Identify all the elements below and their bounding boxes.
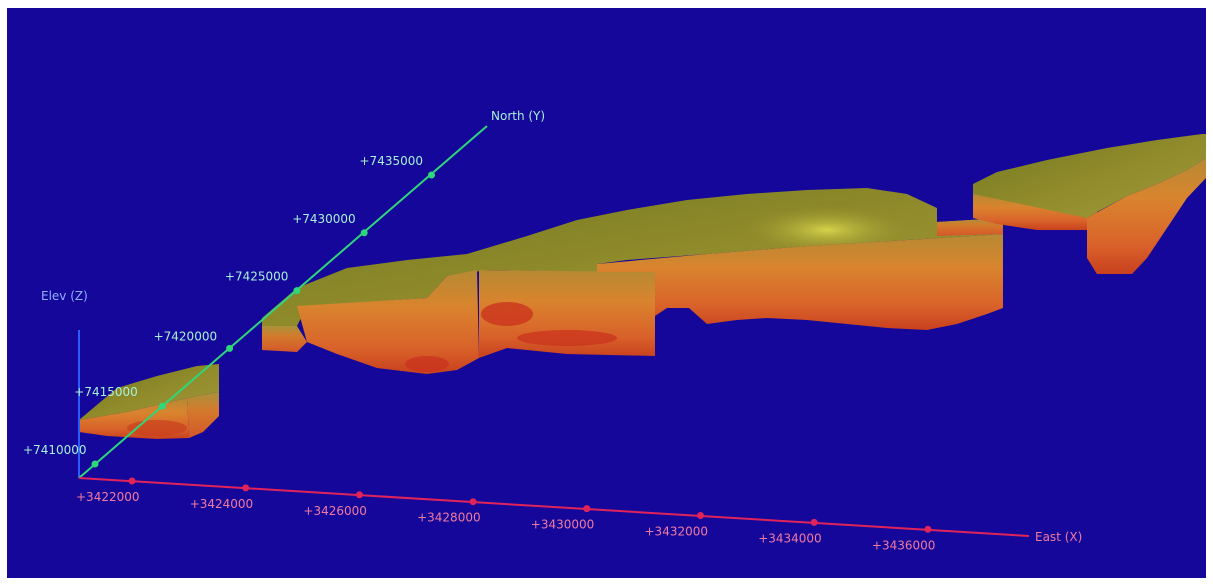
scene-canvas[interactable]: +7410000 +7415000 +7420000 +7425000 +7430000… [7, 8, 1206, 578]
north-axis-tick-marker [360, 229, 368, 237]
model-block-main-front-a [297, 270, 479, 374]
east-axis-tick-marker [583, 505, 591, 513]
geology-model [79, 134, 1206, 439]
east-axis-tick-marker [697, 512, 704, 519]
model-block-main-front-stub [262, 326, 307, 352]
east-axis-tick-marker [924, 525, 932, 533]
north-axis-tick-label: +7425000 [225, 270, 289, 284]
east-axis-label: East (X) [1035, 530, 1082, 544]
north-axis-tick-label: +7410000 [23, 443, 87, 457]
model-block-left-top [79, 364, 219, 420]
north-axis-tick-marker [91, 460, 99, 468]
model-block-right-front [973, 194, 1097, 230]
north-axis-tick-marker [293, 287, 301, 295]
east-axis-tick-label: +3422000 [76, 490, 140, 504]
model-deep-lens-2 [517, 330, 617, 346]
axes-group: +7410000 +7415000 +7420000 +7425000 +7430000… [23, 109, 1082, 552]
east-axis-line [78, 477, 1030, 537]
model-deep-lens-3 [405, 356, 449, 372]
east-axis-tick-marker [355, 491, 363, 499]
east-axis-tick-label: +3436000 [872, 538, 936, 552]
model-block-right-tail [1087, 158, 1206, 274]
east-axis-tick-marker [128, 477, 136, 485]
east-axis-tick-marker [469, 498, 477, 506]
model-block-main-front-c [597, 234, 1003, 330]
model-block-main-right-side [937, 218, 1003, 236]
model-block-right-top [973, 134, 1206, 218]
north-axis-ticks: +7410000 +7415000 +7420000 +7425000 +7430000… [23, 154, 435, 468]
north-axis-tick-marker [226, 344, 234, 352]
north-axis-tick-marker [428, 171, 435, 179]
east-axis-tick-label: +3426000 [303, 504, 367, 518]
east-axis-tick-label: +3434000 [758, 531, 822, 545]
east-axis-tick-marker [242, 484, 250, 492]
elev-axis-label: Elev (Z) [41, 289, 88, 303]
east-axis-ticks: +3422000 +3424000 +3426000 +3428000 +3430000… [76, 477, 936, 552]
east-axis-tick-label: +3424000 [190, 497, 254, 511]
east-axis-tick-label: +3428000 [417, 511, 481, 525]
north-axis-tick-label: +7415000 [74, 385, 138, 399]
north-axis-tick-label: +7420000 [154, 329, 218, 343]
model-deep-lens-1 [481, 302, 533, 326]
north-axis-label: North (Y) [491, 109, 545, 123]
east-axis-tick-marker [810, 518, 818, 526]
east-axis-tick-label: +3430000 [531, 518, 595, 532]
north-axis-tick-label: +7430000 [292, 212, 356, 226]
model-block-left-side [187, 392, 219, 438]
north-axis-tick-label: +7435000 [360, 154, 424, 168]
east-axis-tick-label: +3432000 [645, 525, 709, 539]
3d-viewport[interactable]: +7410000 +7415000 +7420000 +7425000 +7430000… [7, 8, 1206, 578]
north-axis-tick-marker [158, 402, 166, 410]
north-axis-line [78, 125, 488, 479]
